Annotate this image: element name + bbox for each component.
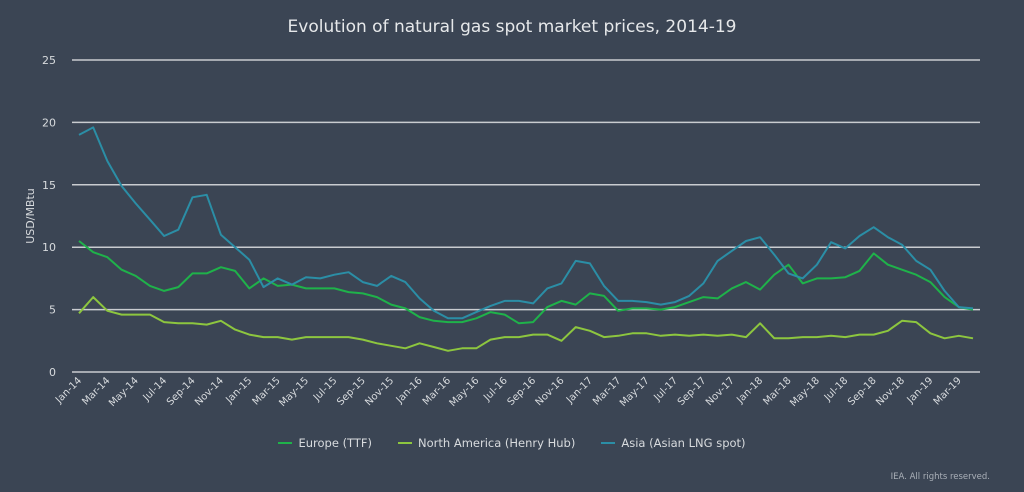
- legend-item-north-america: North America (Henry Hub): [398, 436, 575, 450]
- x-tick-label: Nov-17: [704, 375, 737, 408]
- north-america-swatch: [398, 442, 413, 444]
- y-tick-label: 20: [42, 116, 56, 129]
- x-tick-label: May-17: [618, 375, 652, 409]
- y-tick-label: 15: [42, 179, 56, 192]
- legend-label: Asia (Asian LNG spot): [621, 436, 746, 450]
- x-tick-label: Mar-19: [932, 375, 964, 407]
- x-tick-label: Jan-14: [53, 375, 84, 406]
- legend-label: North America (Henry Hub): [418, 436, 576, 450]
- x-tick-label: Nov-14: [193, 375, 226, 408]
- y-tick-labels: 0 5 10 15 20 25: [42, 54, 56, 379]
- x-tick-label: Jan-16: [394, 375, 425, 406]
- chart-title: Evolution of natural gas spot market pri…: [287, 17, 737, 37]
- y-tick-label: 25: [42, 54, 56, 67]
- x-tick-label: May-18: [788, 375, 822, 409]
- x-tick-label: May-14: [107, 375, 141, 409]
- x-tick-label: Sep-17: [676, 375, 709, 408]
- y-axis-label: USD/MBtu: [24, 188, 37, 244]
- x-tick-label: Jan-18: [734, 375, 765, 406]
- x-tick-label: May-15: [277, 375, 311, 409]
- x-tick-label: Jan-15: [223, 375, 254, 406]
- legend-label: Europe (TTF): [298, 436, 373, 450]
- series-lines: [78, 126, 974, 352]
- copyright-note: IEA. All rights reserved.: [890, 472, 990, 482]
- series-line-north-america: [78, 296, 974, 352]
- europe-swatch: [278, 442, 293, 444]
- x-tick-label: May-16: [448, 375, 482, 409]
- x-tick-label: Nov-18: [874, 375, 907, 408]
- x-tick-label: Sep-18: [846, 375, 879, 408]
- x-tick-label: Sep-14: [165, 375, 198, 408]
- asia-swatch: [601, 442, 616, 444]
- y-tick-label: 10: [42, 241, 56, 254]
- x-tick-label: Nov-15: [363, 375, 396, 408]
- x-tick-label: Sep-15: [335, 375, 368, 408]
- legend: Europe (TTF) North America (Henry Hub) A…: [0, 436, 1024, 450]
- x-tick-label: Nov-16: [534, 375, 567, 408]
- y-tick-label: 0: [49, 366, 56, 379]
- legend-item-europe: Europe (TTF): [278, 436, 372, 450]
- legend-item-asia: Asia (Asian LNG spot): [601, 436, 746, 450]
- x-tick-label: Jan-19: [905, 375, 936, 406]
- series-line-asia: [78, 126, 974, 320]
- series-line-europe: [78, 240, 974, 325]
- x-tick-label: Jan-17: [564, 375, 595, 406]
- y-tick-label: 5: [49, 304, 56, 317]
- x-tick-label: Sep-16: [506, 375, 539, 408]
